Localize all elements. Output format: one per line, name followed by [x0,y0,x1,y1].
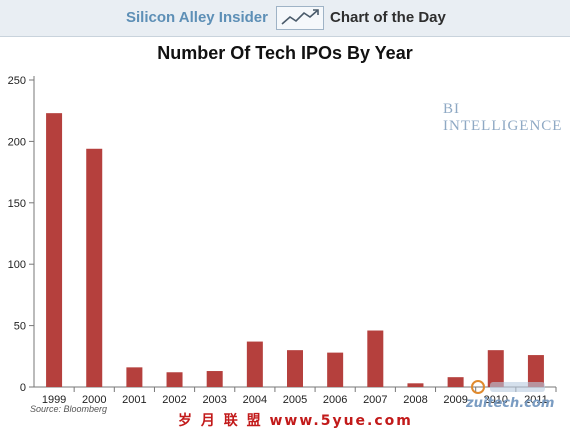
y-tick-label: 250 [8,75,26,87]
bar-1999 [46,113,63,387]
x-tick-label: 2001 [122,394,146,406]
chart-of-the-day-label: Chart of the Day [330,9,446,26]
source-note: Source: Bloomberg [30,404,108,414]
chart-header-banner: Silicon Alley Insider Chart of the Day [0,0,570,37]
x-tick-label: 2000 [82,394,106,406]
x-tick-label: 2003 [202,394,226,406]
bar-2006 [327,352,344,387]
x-tick-label: 2004 [243,394,267,406]
bar-2008 [407,383,424,387]
bar-series [46,113,544,387]
bar-2001 [126,367,143,387]
y-axis-tick-labels: 0 50 100 150 200 250 [8,75,26,394]
y-tick-label: 0 [20,382,26,394]
trend-line-icon [276,6,324,30]
y-tick-label: 100 [8,259,26,271]
bar-2007 [367,330,384,387]
x-tick-label: 1999 [42,394,66,406]
x-axis-tick-labels: 1999 2000 2001 2002 2003 2004 2005 2006 2007 2008… [42,394,548,406]
bar-2004 [246,341,263,387]
chart-title: Number Of Tech IPOs By Year [157,43,413,63]
y-tick-label: 50 [14,321,26,333]
brand-name: Silicon Alley Insider [126,9,268,26]
bar-2003 [206,371,223,387]
bar-2011 [527,355,544,387]
x-tick-label: 2005 [283,394,307,406]
site-watermark-text: 岁 月 联 盟 www.5yue.com [178,413,413,429]
y-tick-label: 150 [8,198,26,210]
x-tick-label: 2006 [323,394,347,406]
zuitech-watermark: zuitech.com [466,396,555,411]
x-tick-label: 2007 [363,394,387,406]
bar-2002 [166,372,183,387]
zuitech-logo-icon [471,380,545,394]
x-tick-label: 2011 [524,394,548,406]
x-tick-label: 2009 [443,394,467,406]
bar-2009 [447,377,464,387]
bar-2000 [86,148,103,387]
bar-2005 [287,350,303,387]
x-tick-label: 2008 [403,394,427,406]
x-tick-label: 2002 [162,394,186,406]
y-tick-label: 200 [8,136,26,148]
bar-2010 [487,350,504,387]
x-tick-label: 2010 [484,394,508,406]
bi-intelligence-watermark: BI INTELLIGENCE [443,101,563,134]
